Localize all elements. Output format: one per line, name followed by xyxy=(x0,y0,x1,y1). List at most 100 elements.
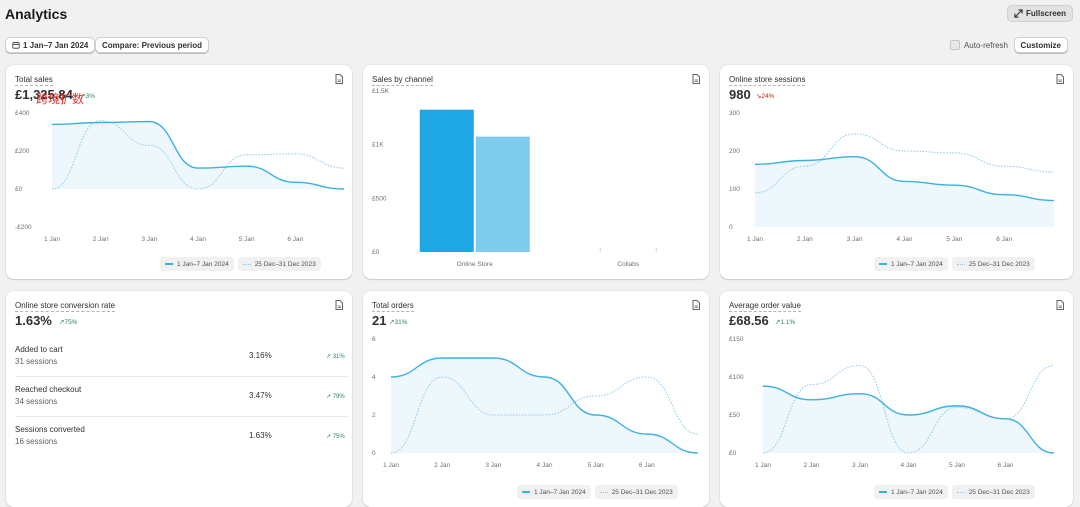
conversion-rate-card: Online store conversion rate 1.63% ↗75% … xyxy=(6,291,352,507)
legend-line-swatch xyxy=(879,491,887,493)
compare-label: Compare: Previous period xyxy=(102,40,203,50)
trend-up-icon: ↗ xyxy=(80,93,86,100)
average-order-value-card: Average order value £68.56 ↗1.1% £0 £50 £1… xyxy=(720,291,1073,507)
trend-up-icon: ↗ xyxy=(775,319,781,326)
x-tick-label: Collabs xyxy=(617,261,639,268)
customize-button[interactable]: Customize xyxy=(1013,37,1068,53)
change-badge: ↗1.1% xyxy=(775,318,795,326)
compare-button[interactable]: Compare: Previous period xyxy=(95,37,210,53)
online-store-sessions-card: Online store sessions 980 ↘24% 0 100 200 30… xyxy=(720,65,1073,279)
watermark-text: 跨境扩数 xyxy=(36,92,85,106)
funnel-step-rate: 1.63% xyxy=(249,431,272,440)
chart-legend: 1 Jan–7 Jan 2024 25 Dec–31 Dec 2023 xyxy=(160,257,321,271)
export-icon[interactable] xyxy=(1056,74,1064,84)
series-line-current xyxy=(762,385,1055,454)
x-tick-label: 4 Jan xyxy=(537,462,553,469)
funnel-step-change: ↗ 75% xyxy=(326,434,345,440)
export-icon[interactable] xyxy=(335,74,343,84)
card-title[interactable]: Sales by channel xyxy=(372,75,433,86)
legend-item-previous[interactable]: 25 Dec–31 Dec 2023 xyxy=(951,485,1035,499)
funnel-row-added-to-cart: Added to cart 31 sessions 3.16% ↗ 31% xyxy=(15,337,349,377)
x-tick-label: 5 Jan xyxy=(949,462,965,469)
y-tick-label: £1K xyxy=(372,142,384,149)
bar-current[interactable] xyxy=(419,109,474,252)
x-tick-label: 1 Jan xyxy=(755,462,771,469)
page-title: Analytics xyxy=(5,6,68,22)
funnel-step-name: Added to cart xyxy=(15,345,63,354)
change-value: 1.1% xyxy=(780,319,796,326)
y-tick-label: 0 xyxy=(729,224,733,231)
legend-dotted-swatch xyxy=(242,263,251,265)
date-range-label: 1 Jan–7 Jan 2024 xyxy=(23,40,89,50)
card-title[interactable]: Total sales xyxy=(15,75,53,86)
auto-refresh-label: Auto-refresh xyxy=(963,40,1008,50)
y-tick-label: 200 xyxy=(729,148,740,155)
customize-label: Customize xyxy=(1020,40,1061,50)
card-title[interactable]: Online store sessions xyxy=(729,75,806,86)
funnel-step-change: ↗ 31% xyxy=(326,354,345,360)
y-tick-label: £400 xyxy=(15,110,30,117)
legend-item-current[interactable]: 1 Jan–7 Jan 2024 xyxy=(160,257,234,271)
funnel-row-sessions-converted: Sessions converted 16 sessions 1.63% ↗ 7… xyxy=(15,417,349,457)
sales-by-channel-chart: £0 £500 £1K £1.5K Online Store Collabs xyxy=(372,88,657,268)
funnel-step-rate: 3.47% xyxy=(249,391,272,400)
average-order-value-chart: £0 £50 £100 £150 1 Jan 2 Jan 3 Jan 4 Jan 5 Jan 6 … xyxy=(729,336,1055,469)
series-line-current xyxy=(390,357,699,454)
y-tick-label: 2 xyxy=(372,412,376,419)
y-tick-label: 300 xyxy=(729,110,740,117)
card-title[interactable]: Average order value xyxy=(729,301,801,312)
export-icon[interactable] xyxy=(692,74,700,84)
metric-value: £1,325.84 xyxy=(15,87,73,102)
series-line-current xyxy=(51,120,345,190)
fullscreen-button[interactable]: Fullscreen xyxy=(1006,5,1073,22)
x-tick-label: 1 Jan xyxy=(383,462,399,469)
legend-dotted-swatch xyxy=(599,491,608,493)
card-title[interactable]: Total orders xyxy=(372,301,414,312)
bar-previous[interactable] xyxy=(475,136,530,252)
change-value: 3% xyxy=(85,93,95,100)
export-icon[interactable] xyxy=(335,300,343,310)
change-badge: ↘24% xyxy=(756,92,774,100)
funnel-step-sessions: 16 sessions xyxy=(15,437,58,446)
legend-line-swatch xyxy=(165,263,173,265)
funnel-step-sessions: 31 sessions xyxy=(15,357,58,366)
export-icon[interactable] xyxy=(1056,300,1064,310)
x-tick-label: 1 Jan xyxy=(44,236,60,243)
x-tick-label: 5 Jan xyxy=(239,236,255,243)
change-value: 31% xyxy=(394,319,408,326)
change-value: 24% xyxy=(761,93,775,100)
legend-item-previous[interactable]: 25 Dec–31 Dec 2023 xyxy=(594,485,678,499)
x-tick-label: 6 Jan xyxy=(287,236,303,243)
funnel-step-name: Reached checkout xyxy=(15,385,82,394)
legend-item-previous[interactable]: 25 Dec–31 Dec 2023 xyxy=(951,257,1035,271)
legend-item-current[interactable]: 1 Jan–7 Jan 2024 xyxy=(517,485,591,499)
legend-current-label: 1 Jan–7 Jan 2024 xyxy=(534,488,586,496)
card-title[interactable]: Online store conversion rate xyxy=(15,301,116,312)
legend-item-current[interactable]: 1 Jan–7 Jan 2024 xyxy=(874,485,948,499)
top-bar: Analytics Fullscreen xyxy=(0,0,1080,30)
legend-item-current[interactable]: 1 Jan–7 Jan 2024 xyxy=(874,257,948,271)
auto-refresh-toggle[interactable]: Auto-refresh xyxy=(949,40,1008,50)
chart-legend: 1 Jan–7 Jan 2024 25 Dec–31 Dec 2023 xyxy=(874,257,1035,271)
legend-line-swatch xyxy=(879,263,887,265)
x-tick-label: 2 Jan xyxy=(434,462,450,469)
x-tick-label: 3 Jan xyxy=(141,236,157,243)
legend-current-label: 1 Jan–7 Jan 2024 xyxy=(177,260,229,268)
y-tick-label: £0 xyxy=(372,249,380,256)
calendar-icon xyxy=(12,41,20,49)
funnel-row-reached-checkout: Reached checkout 34 sessions 3.47% ↗ 79% xyxy=(15,377,349,417)
auto-refresh-checkbox[interactable] xyxy=(949,40,960,50)
metric-value: 1.63% xyxy=(15,313,52,328)
total-sales-chart: -£200 £0 £200 £400 1 Jan 2 Jan 3 Jan 4 Jan 5 Jan… xyxy=(15,110,345,243)
series-area-current xyxy=(391,358,698,453)
y-tick-label: £1.5K xyxy=(372,88,390,95)
legend-previous-label: 25 Dec–31 Dec 2023 xyxy=(968,260,1030,268)
legend-item-previous[interactable]: 25 Dec–31 Dec 2023 xyxy=(237,257,321,271)
export-icon[interactable] xyxy=(692,300,700,310)
change-badge: ↗31% xyxy=(389,318,407,326)
y-tick-label: £0 xyxy=(729,450,737,457)
date-range-button[interactable]: 1 Jan–7 Jan 2024 xyxy=(5,37,96,53)
y-tick-label: 4 xyxy=(372,374,376,381)
funnel-step-sessions: 34 sessions xyxy=(15,397,58,406)
chart-legend: 1 Jan–7 Jan 2024 25 Dec–31 Dec 2023 xyxy=(874,485,1035,499)
